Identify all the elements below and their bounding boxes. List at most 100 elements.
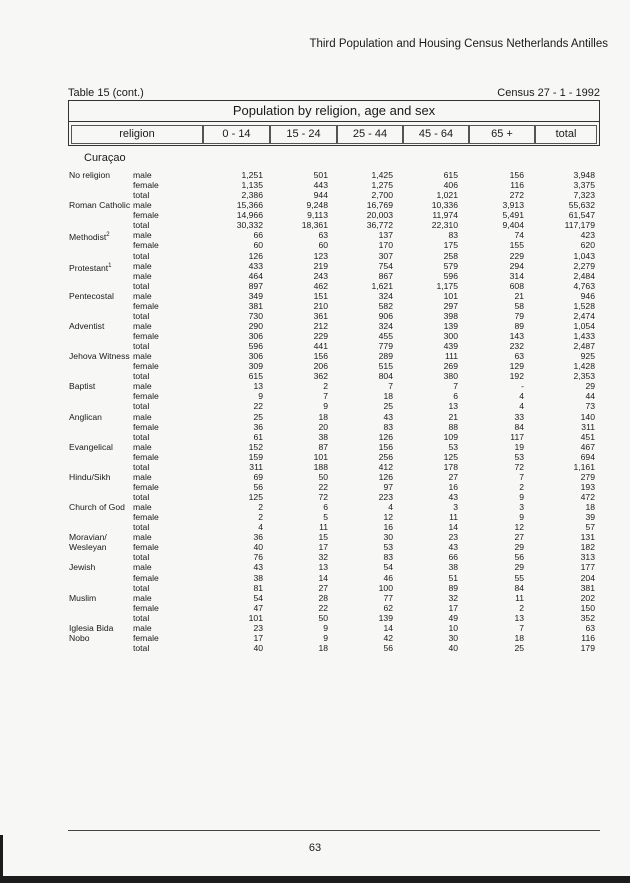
table-cell: 256 (378, 451, 393, 462)
table-cell: 56 (253, 481, 263, 492)
sex-label: male (133, 411, 152, 422)
sex-label: total (133, 401, 150, 412)
sex-label: female (133, 240, 159, 251)
table-cell: 83 (383, 421, 393, 432)
table-cell: 2 (323, 381, 328, 392)
sex-label: total (133, 220, 150, 231)
table-cell: 15 (318, 532, 328, 543)
column-header-25-44: 25 - 44 (337, 125, 403, 144)
table-cell: 42 (383, 632, 393, 643)
table-cell: 25 (383, 401, 393, 412)
table-cell: 54 (383, 562, 393, 573)
table-cell: 579 (443, 260, 458, 271)
religion-label: Hindu/Sikh (69, 471, 111, 482)
table-cell: 49 (448, 612, 458, 623)
table-row: female 14,966 9,113 20,003 11,974 5,491 61,547 (0, 210, 630, 220)
table-row: Nobo female 17 9 42 30 18 116 (0, 633, 630, 643)
table-row: total 61 38 126 109 117 451 (0, 432, 630, 442)
table-cell: 21 (448, 411, 458, 422)
table-row: total 76 32 83 66 56 313 (0, 552, 630, 562)
table-cell: 9 (323, 622, 328, 633)
table-cell: 177 (580, 562, 595, 573)
sex-label: total (133, 190, 150, 201)
table-cell: 412 (378, 461, 393, 472)
table-cell: 33 (514, 411, 524, 422)
table-cell: 152 (248, 441, 263, 452)
table-cell: 55 (514, 572, 524, 583)
table-cell: 126 (248, 250, 263, 261)
sex-label: male (133, 592, 152, 603)
column-header-total: total (535, 125, 597, 144)
sex-label: female (133, 331, 159, 341)
sex-label: total (133, 250, 150, 261)
table-cell: 39 (585, 512, 595, 523)
table-cell: 36 (253, 532, 263, 543)
table-cell: 9 (519, 512, 524, 523)
table-cell: 139 (378, 612, 393, 623)
table-cell: 43 (253, 562, 263, 573)
table-cell: 62 (383, 602, 393, 613)
table-cell: 4 (519, 391, 524, 402)
table-cell: 56 (383, 642, 393, 653)
sex-label: female (133, 451, 159, 462)
table-cell: 582 (378, 300, 393, 311)
sex-label: total (133, 552, 150, 563)
table-cell: 4 (388, 502, 393, 513)
table-row: total 4 11 16 14 12 57 (0, 522, 630, 532)
table-header-box: Population by religion, age and sex reli… (68, 100, 600, 146)
table-cell: 22 (318, 602, 328, 613)
table-row: No religion male 1,251 501 1,425 615 156 3,948 (0, 170, 630, 180)
table-cell: 29 (585, 381, 595, 392)
scan-edge (0, 876, 630, 883)
table-cell: 289 (378, 351, 393, 362)
table-cell: 20,003 (366, 210, 393, 221)
table-cell: 7 (323, 391, 328, 402)
table-cell: 1,428 (573, 361, 595, 372)
table-cell: 13 (448, 401, 458, 412)
table-row: Church of God male 2 6 4 3 3 18 (0, 502, 630, 512)
table-cell: 439 (443, 341, 458, 352)
table-cell: 83 (383, 552, 393, 563)
table-cell: 69 (253, 471, 263, 482)
table-cell: 596 (443, 270, 458, 281)
table-cell: 10 (448, 622, 458, 633)
table-cell: 20 (318, 421, 328, 432)
table-cell: 7 (519, 622, 524, 633)
table-cell: 151 (313, 290, 328, 301)
table-row: Iglesia Bida male 23 9 14 10 7 63 (0, 623, 630, 633)
sex-label: male (133, 502, 152, 513)
religion-label: Baptist (69, 381, 96, 392)
table-cell: 398 (443, 310, 458, 321)
table-cell: 290 (248, 320, 263, 331)
table-cell: 193 (580, 481, 595, 492)
table-cell: 66 (448, 552, 458, 563)
table-cell: 61 (253, 431, 263, 442)
table-cell: 83 (448, 230, 458, 241)
table-row: Jehova Witness male 306 156 289 111 63 925 (0, 351, 630, 361)
table-cell: 40 (448, 642, 458, 653)
sex-label: female (133, 421, 159, 432)
table-cell: 620 (580, 240, 595, 251)
table-cell: 38 (448, 562, 458, 573)
column-header-religion: religion (71, 125, 203, 144)
table-cell: 3 (519, 502, 524, 513)
table-cell: 30 (383, 532, 393, 543)
table-cell: 314 (509, 270, 524, 281)
sex-label: female (133, 542, 159, 553)
table-row: total 22 9 25 13 4 73 (0, 401, 630, 411)
table-cell: 22,310 (431, 220, 458, 231)
table-cell: 2,700 (371, 190, 393, 201)
table-row: Muslim male 54 28 77 32 11 202 (0, 593, 630, 603)
table-cell: 12 (514, 522, 524, 533)
table-cell: 182 (580, 542, 595, 553)
table-cell: 61,547 (568, 210, 595, 221)
table-cell: 9 (323, 401, 328, 412)
table-cell: 126 (378, 431, 393, 442)
table-cell: 19 (514, 441, 524, 452)
table-row: Hindu/Sikh male 69 50 126 27 7 279 (0, 472, 630, 482)
table-cell: 1,528 (573, 300, 595, 311)
sex-label: total (133, 582, 150, 593)
table-cell: 17 (253, 632, 263, 643)
table-row: Baptist male 13 2 7 7 - 29 (0, 381, 630, 391)
table-row: female 60 60 170 175 155 620 (0, 240, 630, 250)
